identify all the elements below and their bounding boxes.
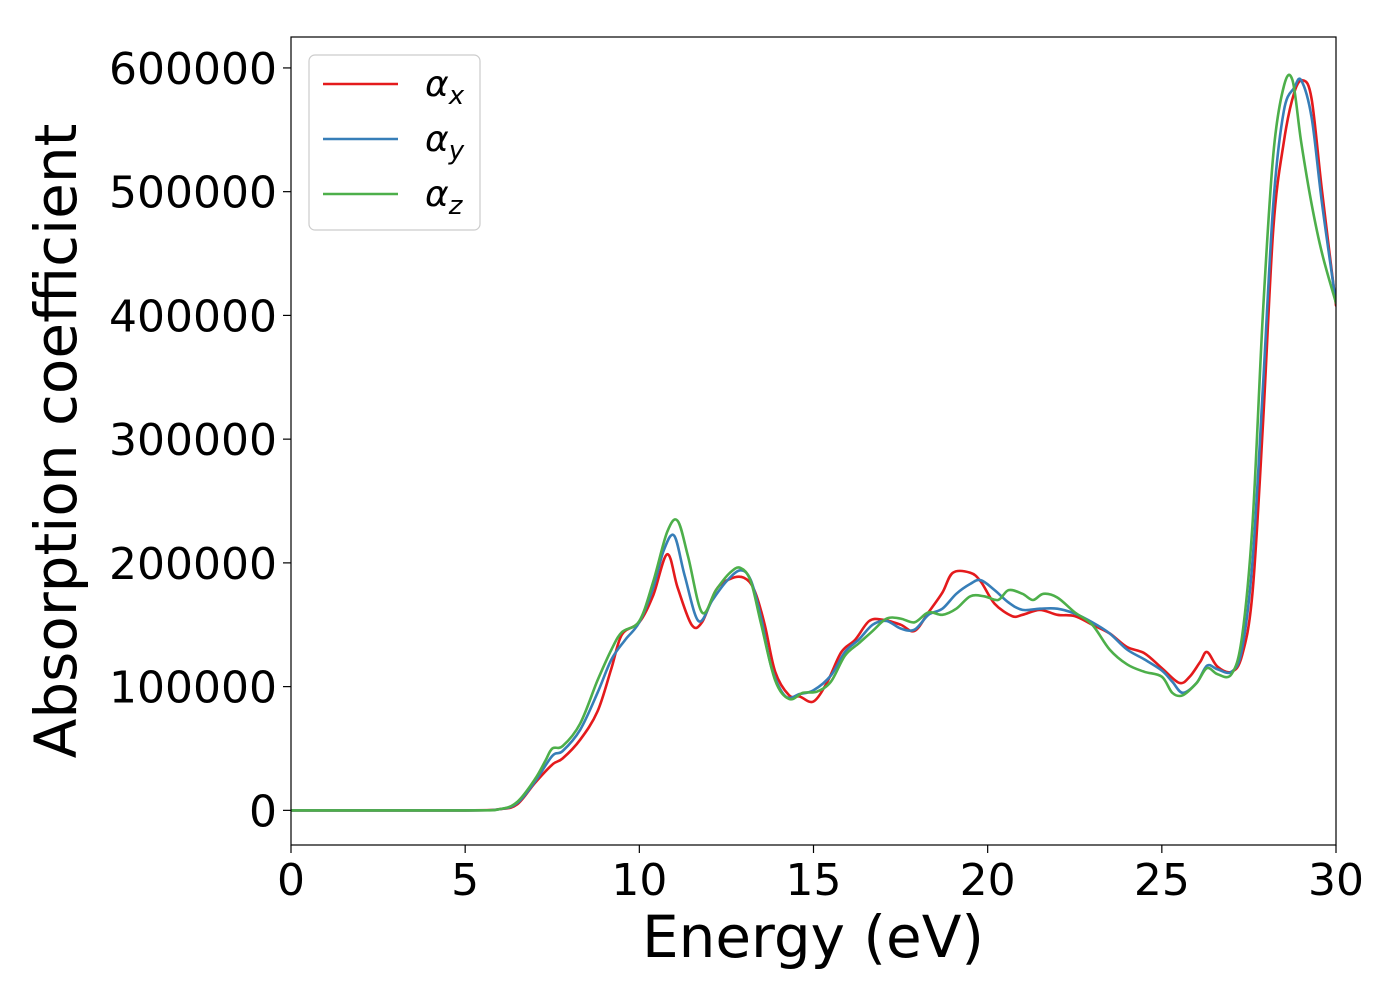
y-tick-label: 200000 bbox=[109, 539, 277, 590]
x-tick-label: 15 bbox=[786, 855, 842, 906]
x-tick-label: 0 bbox=[277, 855, 305, 906]
legend-label-alpha-z: αz bbox=[425, 174, 464, 221]
series-line-alpha-y bbox=[291, 77, 1336, 812]
series-line-alpha-z bbox=[291, 73, 1336, 812]
x-tick-label: 10 bbox=[611, 855, 667, 906]
y-tick-label: 500000 bbox=[109, 168, 277, 219]
x-tick-label: 30 bbox=[1308, 855, 1364, 906]
legend: αx αy αz bbox=[308, 54, 481, 231]
x-tick-label: 25 bbox=[1134, 855, 1190, 906]
y-tick-label: 0 bbox=[249, 786, 277, 837]
x-tick-label: 5 bbox=[451, 855, 479, 906]
x-axis-title: Energy (eV) bbox=[642, 903, 984, 971]
series-layer bbox=[291, 73, 1336, 812]
y-tick-label: 600000 bbox=[109, 44, 277, 95]
y-axis-title: Absorption coefficient bbox=[22, 124, 90, 759]
y-tick-label: 300000 bbox=[109, 415, 277, 466]
y-tick-label: 400000 bbox=[109, 291, 277, 342]
legend-label-alpha-x: αx bbox=[425, 64, 465, 111]
legend-label-alpha-y: αy bbox=[425, 119, 465, 166]
x-tick-label: 20 bbox=[960, 855, 1016, 906]
x-axis-ticks: 0 5 10 15 20 25 30 bbox=[277, 845, 1364, 906]
y-tick-label: 100000 bbox=[109, 663, 277, 714]
y-axis-ticks: 0 100000 200000 300000 400000 500000 600000 bbox=[109, 44, 291, 837]
legend-box bbox=[308, 54, 481, 231]
